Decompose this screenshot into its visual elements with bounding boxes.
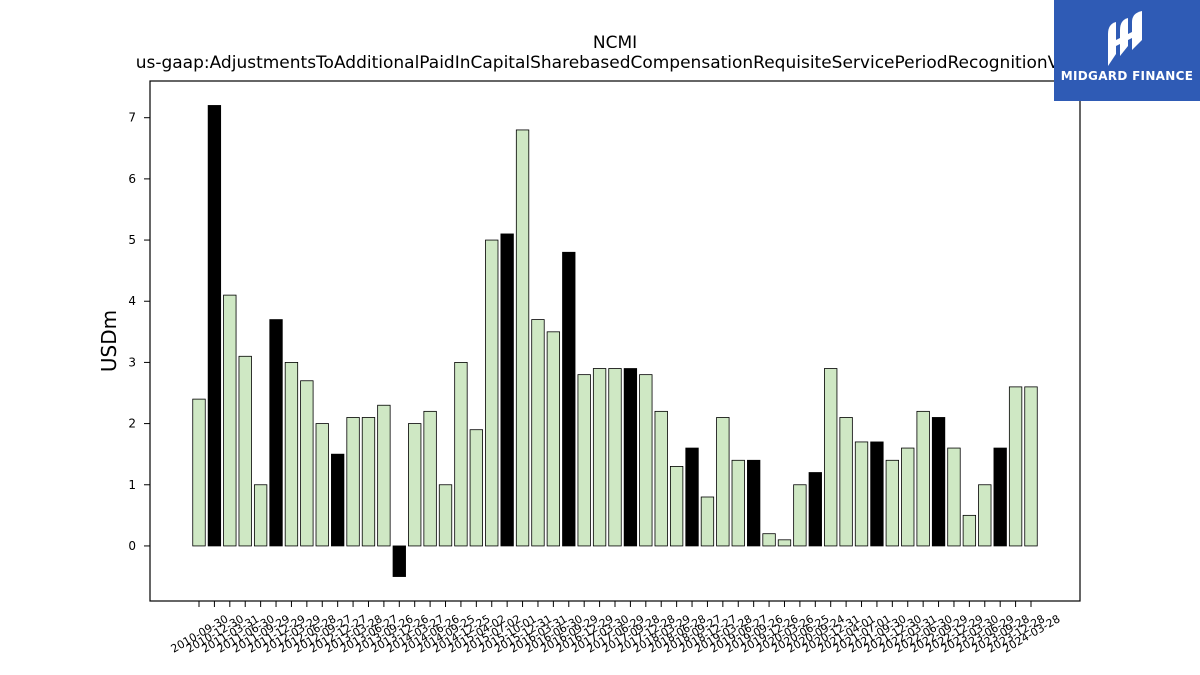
bar-2017-09-28 <box>623 368 638 547</box>
y-ticks-group: 0 1 2 3 4 5 6 7 <box>128 111 150 553</box>
bar-2013-06-27 <box>361 417 376 547</box>
bar-2016-03-31 <box>531 319 545 547</box>
bar-2019-09-26 <box>747 459 761 547</box>
bar-2020-03-26 <box>777 539 792 547</box>
bar-2012-12-27 <box>331 453 345 547</box>
bar-2022-06-30 <box>916 410 930 547</box>
x-ticks-group: 2010-09-302010-12-302011-03-312011-06-30… <box>169 601 1063 656</box>
bar-2017-03-30 <box>592 368 607 547</box>
bar-2020-12-31 <box>824 368 838 547</box>
y-tick-label: 6 <box>128 172 136 186</box>
bar-2023-09-28 <box>993 447 1007 547</box>
bar-2019-12-26 <box>762 533 776 547</box>
bar-2015-10-01 <box>500 233 514 547</box>
bar-2013-09-26 <box>377 404 391 547</box>
bar-2011-03-31 <box>223 294 237 547</box>
y-axis-label: USDm <box>97 310 121 372</box>
bar-2021-12-30 <box>885 459 899 547</box>
bar-2022-03-31 <box>901 447 915 547</box>
bar-2020-06-25 <box>793 484 807 547</box>
bar-2010-09-30 <box>192 398 206 547</box>
bar-2019-03-28 <box>716 417 730 547</box>
bar-2014-12-25 <box>454 362 468 547</box>
y-tick-label: 7 <box>128 111 136 125</box>
y-tick-label: 2 <box>128 417 136 431</box>
bar-2011-09-29 <box>253 484 268 547</box>
bar-2023-12-28 <box>1008 386 1023 547</box>
logo-text: MIDGARD FINANCE <box>1060 69 1194 83</box>
chart-subtitle: us-gaap:AdjustmentsToAdditionalPaidInCap… <box>136 53 1095 73</box>
bar-2015-04-02 <box>469 429 483 547</box>
bar-2021-07-01 <box>854 441 869 547</box>
bar-2019-06-27 <box>731 459 745 547</box>
bars-group <box>192 105 1038 577</box>
y-tick-label: 3 <box>128 355 136 369</box>
bar-2017-06-29 <box>608 368 622 547</box>
y-tick-label: 0 <box>128 539 136 553</box>
bar-2012-06-28 <box>300 380 314 547</box>
bar-2011-06-30 <box>238 355 252 547</box>
y-tick-label: 1 <box>128 478 136 492</box>
bar-2018-06-28 <box>669 466 684 547</box>
bar-2011-12-29 <box>269 319 283 547</box>
bar-2020-09-24 <box>808 472 822 547</box>
bar-2022-12-29 <box>947 447 961 547</box>
bar-2021-09-30 <box>870 441 884 547</box>
bar-2013-03-28 <box>346 417 360 547</box>
bar-2016-09-29 <box>562 251 576 547</box>
bar-2018-09-27 <box>685 447 699 547</box>
y-tick-label: 4 <box>128 294 136 308</box>
bar-2016-06-30 <box>546 331 561 547</box>
bar-2021-04-01 <box>839 417 853 547</box>
bar-2023-03-30 <box>962 514 977 547</box>
y-tick-label: 5 <box>128 233 136 247</box>
logo-mark-icon <box>1108 11 1142 66</box>
chart-title: NCMI <box>593 33 637 53</box>
bar-2017-12-28 <box>639 374 653 547</box>
bar-2013-12-26 <box>392 545 406 577</box>
brand-logo: MIDGARD FINANCE <box>1054 0 1200 101</box>
bar-2016-12-29 <box>577 374 591 547</box>
bar-2014-09-25 <box>438 484 453 547</box>
bar-2014-03-27 <box>408 423 422 547</box>
bar-2014-06-26 <box>423 410 437 547</box>
bar-2015-12-31 <box>515 129 530 547</box>
bar-2010-12-30 <box>207 105 222 547</box>
bar-2018-12-27 <box>700 496 715 547</box>
bar-2012-03-29 <box>284 362 299 547</box>
bar-2024-03-28 <box>1024 386 1038 547</box>
plot-frame <box>149 80 1081 602</box>
bar-2012-09-27 <box>315 423 329 547</box>
bar-2022-09-29 <box>931 417 946 547</box>
bar-2015-07-02 <box>485 239 499 547</box>
bar-2018-03-29 <box>654 410 668 547</box>
bar-2023-06-29 <box>978 484 992 547</box>
